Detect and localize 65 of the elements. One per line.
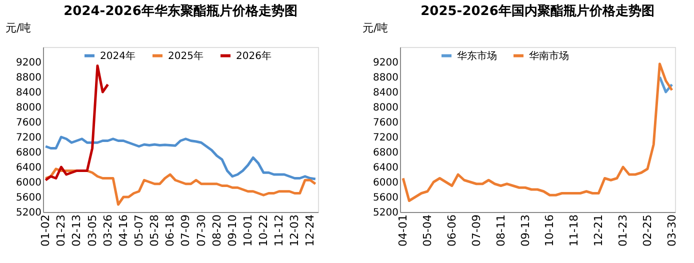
y-tick-label: 6400 [16, 162, 42, 174]
x-tick-label: 06-18 [164, 214, 177, 246]
x-tick-label: 10-01 [241, 214, 254, 246]
y-tick-label: 5600 [373, 192, 398, 204]
x-tick-label: 11-18 [568, 214, 581, 246]
x-tick-label: 03-26 [101, 214, 114, 246]
legend-label: 华东市场 [457, 50, 497, 62]
x-tick-label: 01-23 [616, 214, 630, 246]
line-series [44, 136, 317, 180]
x-tick-label: 05-28 [148, 214, 162, 246]
y-tick-label: 5200 [373, 208, 398, 218]
y-tick-label: 9200 [16, 58, 42, 68]
y-tick-label: 6000 [16, 178, 42, 188]
y-tick-label: 8400 [373, 88, 398, 98]
chart-title: 2025-2026年国内聚酯瓶片价格走势图 [420, 3, 654, 19]
x-tick-label: 07-09 [470, 214, 483, 246]
y-tick-label: 7600 [373, 118, 398, 128]
y-tick-label: 6000 [373, 178, 398, 188]
line-series [44, 168, 317, 206]
x-tick-label: 01-23 [54, 214, 68, 246]
y-tick-label: 7200 [373, 132, 398, 144]
y-tick-label: 8800 [16, 72, 42, 84]
x-tick-label: 02-13 [70, 214, 84, 246]
x-tick-label: 03-05 [86, 214, 99, 246]
x-tick-label: 09-13 [518, 214, 532, 246]
y-axis-title: 元/吨 [362, 22, 388, 34]
x-tick-label: 03-30 [665, 214, 678, 246]
legend-label: 华南市场 [529, 50, 569, 62]
y-tick-label: 7600 [16, 118, 42, 128]
x-tick-label: 09-10 [226, 214, 239, 246]
legend-label: 2024年 [100, 50, 136, 62]
legend-label: 2026年 [236, 50, 272, 62]
x-tick-label: 10-22 [257, 214, 270, 246]
x-tick-label: 11-12 [272, 214, 286, 246]
line-series [402, 62, 674, 202]
line-series [44, 64, 110, 182]
y-tick-label: 7200 [16, 132, 42, 144]
x-tick-label: 12-21 [592, 214, 606, 246]
x-tick-label: 12-03 [288, 214, 302, 246]
y-tick-label: 8400 [16, 88, 42, 98]
y-tick-label: 8000 [373, 102, 398, 114]
x-tick-label: 01-02 [39, 214, 52, 246]
y-tick-label: 8800 [373, 72, 398, 84]
y-tick-label: 6400 [373, 162, 398, 174]
y-tick-label: 5200 [16, 208, 42, 218]
x-tick-label: 10-16 [543, 214, 556, 246]
x-tick-label: 02-25 [641, 214, 654, 246]
legend-label: 2025年 [168, 50, 204, 62]
x-tick-label: 06-06 [445, 214, 458, 246]
x-tick-label: 05-04 [421, 214, 434, 246]
y-tick-label: 5600 [16, 192, 42, 204]
x-tick-label: 07-09 [179, 214, 192, 246]
x-tick-label: 04-01 [396, 214, 410, 246]
x-tick-label: 08-11 [494, 214, 508, 246]
y-tick-label: 6800 [16, 148, 42, 158]
x-tick-label: 12-24 [304, 214, 317, 246]
y-axis-title: 元/吨 [6, 22, 32, 34]
y-tick-label: 8000 [16, 102, 42, 114]
chart-title: 2024-2026年华东聚酯瓶片价格走势图 [64, 3, 298, 19]
x-tick-label: 08-20 [210, 214, 224, 246]
y-tick-label: 9200 [373, 58, 398, 68]
x-tick-label: 07-30 [194, 214, 208, 246]
x-tick-label: 05-07 [132, 214, 146, 246]
x-tick-label: 04-16 [116, 214, 130, 246]
y-tick-label: 6800 [373, 148, 398, 158]
